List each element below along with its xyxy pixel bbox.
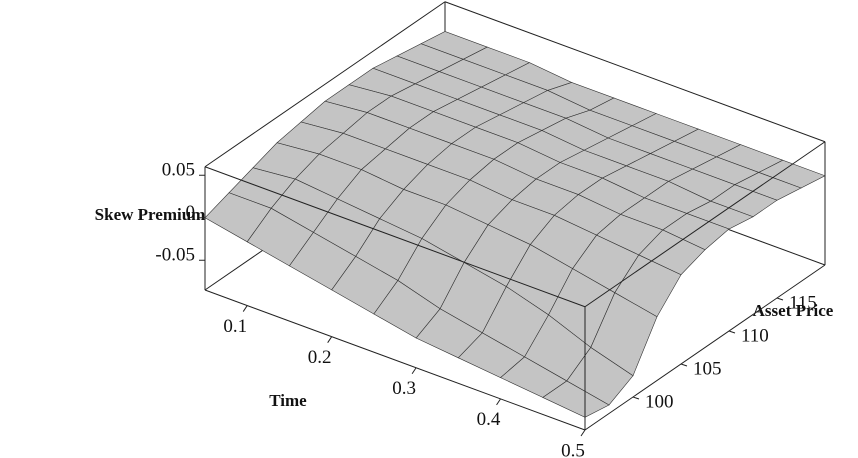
x-tick <box>242 305 248 312</box>
x-tick <box>327 336 333 343</box>
box-edge <box>204 166 586 308</box>
x-tick <box>496 398 501 406</box>
z-tick-label: -0.05 <box>155 245 195 266</box>
z-axis-label: Skew Premium <box>95 205 206 224</box>
x-tick-label: 0.3 <box>392 378 416 399</box>
y-tick <box>728 330 736 334</box>
box-edge <box>204 289 586 431</box>
y-axis-label: Asset Price <box>753 301 834 320</box>
y-tick-label: 100 <box>645 391 674 412</box>
x-tick <box>580 429 586 437</box>
y-tick <box>680 363 688 367</box>
box-edge <box>204 1 446 168</box>
surface-cell <box>542 380 610 418</box>
x-axis-label: Time <box>269 391 307 410</box>
y-tick-label: 110 <box>741 325 769 346</box>
z-tick-label: 0 <box>186 202 196 223</box>
y-tick <box>632 396 640 400</box>
x-tick-label: 0.1 <box>223 316 247 337</box>
box-edge <box>584 264 826 431</box>
x-tick-label: 0.2 <box>308 347 332 368</box>
x-tick-label: 0.5 <box>561 440 585 458</box>
x-tick-label: 0.4 <box>477 409 501 430</box>
box-edge <box>444 1 826 143</box>
y-tick <box>776 297 784 301</box>
box-edge <box>584 141 826 308</box>
y-tick-label: 105 <box>693 358 722 379</box>
y-tick-label: 115 <box>789 292 817 313</box>
x-tick <box>411 367 417 375</box>
z-tick-label: 0.05 <box>162 160 195 181</box>
